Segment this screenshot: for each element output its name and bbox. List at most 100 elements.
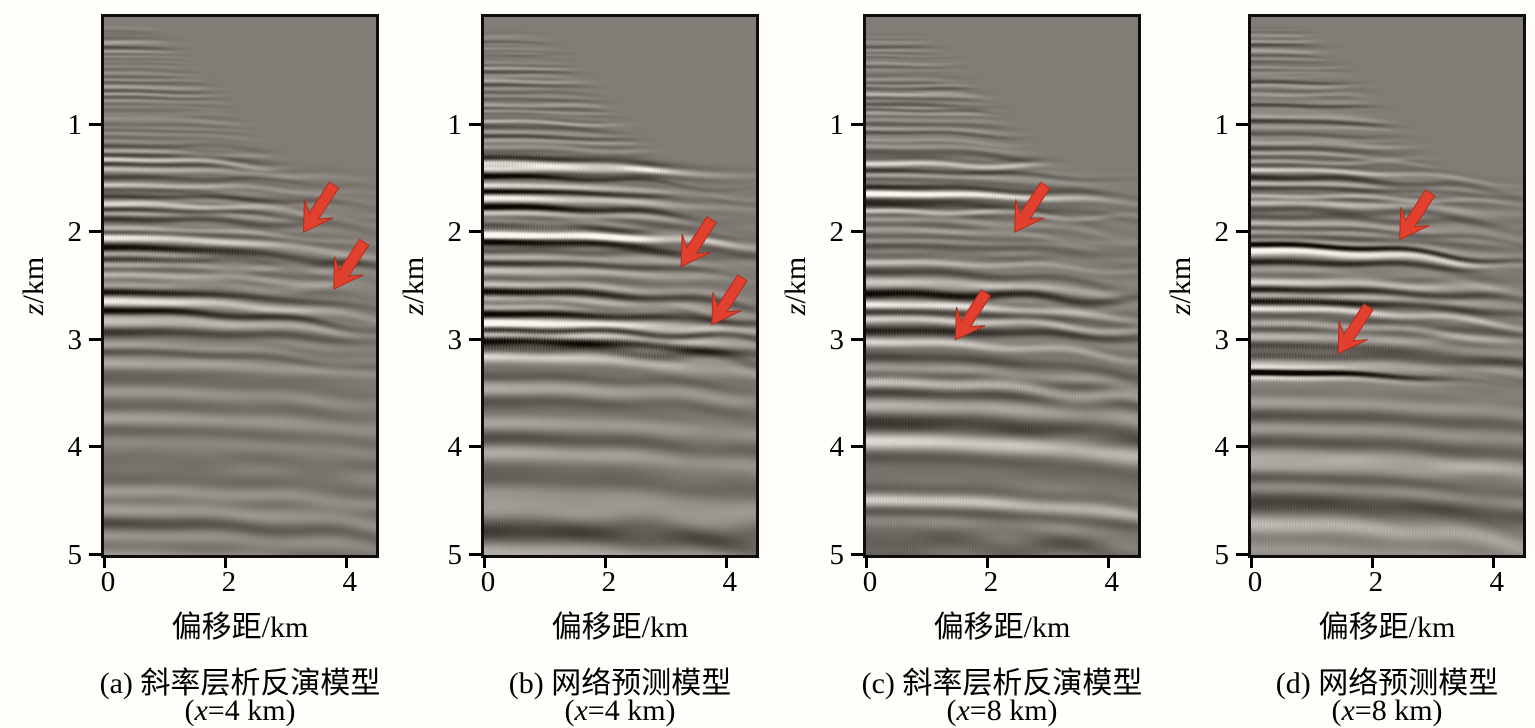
caption-sub-var: x xyxy=(574,694,588,727)
x-tick-label: 4 xyxy=(342,566,358,598)
y-tick-mark xyxy=(469,230,481,234)
x-axis-label: 偏移距/km xyxy=(551,611,689,644)
y-tick-label: 3 xyxy=(1214,323,1230,356)
y-axis-label-var: z xyxy=(397,303,430,316)
y-axis-label: z/km xyxy=(779,257,813,315)
y-tick-label: 3 xyxy=(447,323,463,356)
x-tick-mark xyxy=(483,555,486,568)
y-axis-label-unit: /km xyxy=(397,256,430,304)
y-tick-mark xyxy=(851,122,863,126)
seismic-image xyxy=(104,17,376,555)
plot-area xyxy=(104,17,376,555)
y-tick-label: 1 xyxy=(1214,108,1230,141)
x-tick-mark xyxy=(1106,555,1110,568)
caption-sub-open: ( xyxy=(184,694,195,727)
y-tick-label: 4 xyxy=(67,431,83,464)
y-tick-label: 2 xyxy=(67,216,83,249)
y-tick-mark xyxy=(89,445,101,449)
y-axis-label-unit: /km xyxy=(17,256,50,304)
y-axis-label-var: z xyxy=(17,303,50,316)
y-tick-mark xyxy=(851,553,863,556)
y-tick-mark xyxy=(89,122,101,126)
y-tick-label: 4 xyxy=(1214,431,1230,464)
y-tick-mark xyxy=(851,337,863,341)
x-tick-label: 4 xyxy=(1104,566,1120,598)
y-tick-label: 3 xyxy=(829,323,845,356)
x-tick-label: 2 xyxy=(601,566,617,598)
y-tick-label: 1 xyxy=(447,108,463,141)
y-tick-mark xyxy=(469,337,481,341)
x-tick-mark xyxy=(223,555,227,568)
y-tick-mark xyxy=(89,230,101,234)
y-tick-mark xyxy=(851,230,863,234)
x-tick-label: 2 xyxy=(983,566,999,598)
x-tick-label: 0 xyxy=(480,566,496,598)
caption-sub-rest: =4 km) xyxy=(207,694,296,727)
panel-caption: (d) 网络预测模型 xyxy=(1275,667,1499,700)
y-axis-label: z/km xyxy=(397,257,431,315)
caption-sub-rest: =8 km) xyxy=(1354,694,1443,727)
seismic-image xyxy=(866,17,1138,555)
caption-sub-var: x xyxy=(194,694,208,727)
x-axis-label: 偏移距/km xyxy=(1318,611,1456,644)
x-tick-mark xyxy=(344,555,348,568)
x-tick-mark xyxy=(1491,555,1495,568)
x-tick-label: 0 xyxy=(1247,566,1263,598)
seismic-image xyxy=(484,17,756,555)
y-tick-mark xyxy=(1236,122,1248,126)
x-tick-mark xyxy=(724,555,728,568)
y-tick-label: 5 xyxy=(829,539,845,571)
panel-caption: (b) 网络预测模型 xyxy=(508,667,732,700)
x-tick-label: 0 xyxy=(100,566,116,598)
x-tick-mark xyxy=(603,555,607,568)
y-tick-mark xyxy=(1236,230,1248,234)
y-tick-label: 4 xyxy=(829,431,845,464)
x-tick-mark xyxy=(865,555,868,568)
y-tick-mark xyxy=(89,553,101,556)
x-tick-label: 2 xyxy=(1368,566,1384,598)
caption-sub-open: ( xyxy=(1331,694,1342,727)
y-tick-label: 5 xyxy=(67,539,83,571)
caption-sub-open: ( xyxy=(946,694,957,727)
y-tick-mark xyxy=(89,337,101,341)
y-tick-label: 5 xyxy=(447,539,463,571)
caption-sub-rest: =4 km) xyxy=(587,694,676,727)
x-axis-label: 偏移距/km xyxy=(171,611,309,644)
x-tick-label: 4 xyxy=(722,566,738,598)
y-axis-label-unit: /km xyxy=(1164,256,1197,304)
y-tick-mark xyxy=(469,122,481,126)
x-tick-mark xyxy=(985,555,989,568)
x-tick-label: 0 xyxy=(862,566,878,598)
panel-caption: (a) 斜率层析反演模型 xyxy=(99,667,381,700)
y-axis-label-var: z xyxy=(779,303,812,316)
y-axis-label-unit: /km xyxy=(779,256,812,304)
y-tick-label: 2 xyxy=(829,216,845,249)
panel-caption: (c) 斜率层析反演模型 xyxy=(861,667,1143,700)
panel-caption-sub: (x=4 km) xyxy=(564,694,675,728)
y-tick-mark xyxy=(851,445,863,449)
caption-sub-var: x xyxy=(956,694,970,727)
x-tick-mark xyxy=(1370,555,1374,568)
y-tick-mark xyxy=(1236,445,1248,449)
y-tick-mark xyxy=(1236,553,1248,556)
y-tick-mark xyxy=(469,553,481,556)
y-tick-label: 2 xyxy=(447,216,463,249)
caption-sub-open: ( xyxy=(564,694,575,727)
x-tick-mark xyxy=(1250,555,1253,568)
y-tick-label: 4 xyxy=(447,431,463,464)
panel-caption-sub: (x=8 km) xyxy=(946,694,1057,728)
y-axis-label: z/km xyxy=(1164,257,1198,315)
y-tick-mark xyxy=(469,445,481,449)
y-tick-label: 5 xyxy=(1214,539,1230,571)
y-tick-label: 2 xyxy=(1214,216,1230,249)
plot-area xyxy=(866,17,1138,555)
x-axis-label: 偏移距/km xyxy=(933,611,1071,644)
y-tick-label: 1 xyxy=(67,108,83,141)
panel-caption-sub: (x=8 km) xyxy=(1331,694,1442,728)
y-tick-label: 1 xyxy=(829,108,845,141)
